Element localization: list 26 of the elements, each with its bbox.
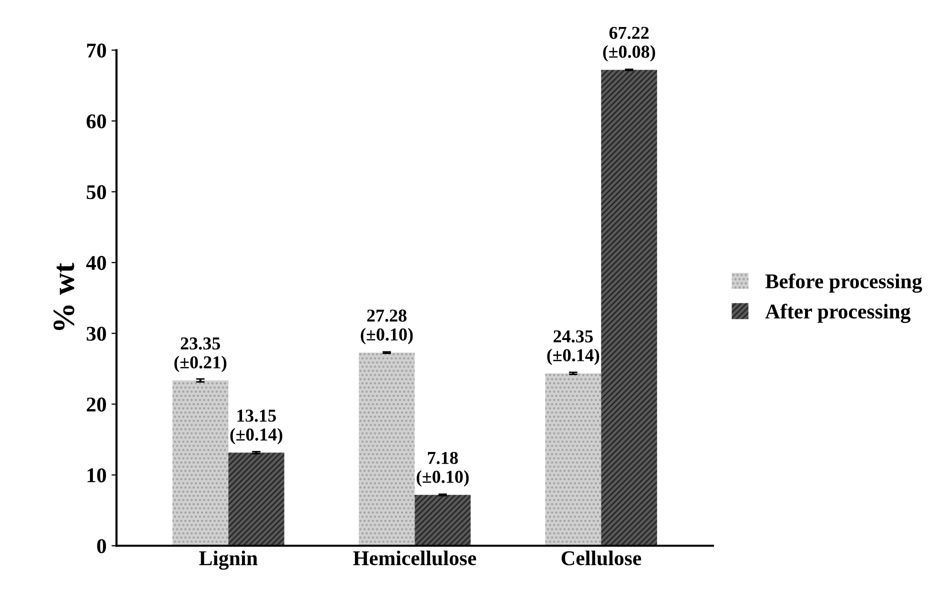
y-tick-label: 10: [88, 468, 106, 482]
legend-label: Before processing: [765, 273, 922, 293]
data-label: 13.15 (±0.14): [230, 410, 282, 444]
y-axis-title: % wt: [54, 262, 74, 330]
bar: [601, 70, 658, 546]
data-label: 67.22 (±0.08): [603, 26, 656, 62]
y-tick-label: 20: [86, 398, 106, 412]
x-tick-label: Cellulose: [562, 550, 642, 566]
bar: [228, 452, 284, 546]
y-tick-label: 50: [86, 185, 106, 200]
y-tick-label: 70: [87, 44, 106, 58]
data-label: 7.18 (±0.10): [416, 452, 469, 487]
bar: [414, 494, 471, 546]
data-label: 23.35 (±0.21): [174, 337, 226, 372]
x-tick-label: Hemicellulose: [353, 550, 476, 566]
bar: [545, 373, 602, 546]
y-tick-label: 40: [86, 256, 106, 270]
y-tick-label: 30: [86, 326, 106, 341]
bar: [358, 352, 415, 546]
data-label: 27.28 (±0.10): [360, 310, 413, 344]
data-label: 24.35 (±0.14): [547, 330, 600, 366]
legend-label: After processing: [765, 304, 911, 323]
x-tick-label: Lignin: [199, 550, 258, 570]
y-tick-label: 0: [97, 539, 106, 554]
y-tick-label: 60: [86, 114, 106, 128]
bar: [172, 380, 228, 546]
